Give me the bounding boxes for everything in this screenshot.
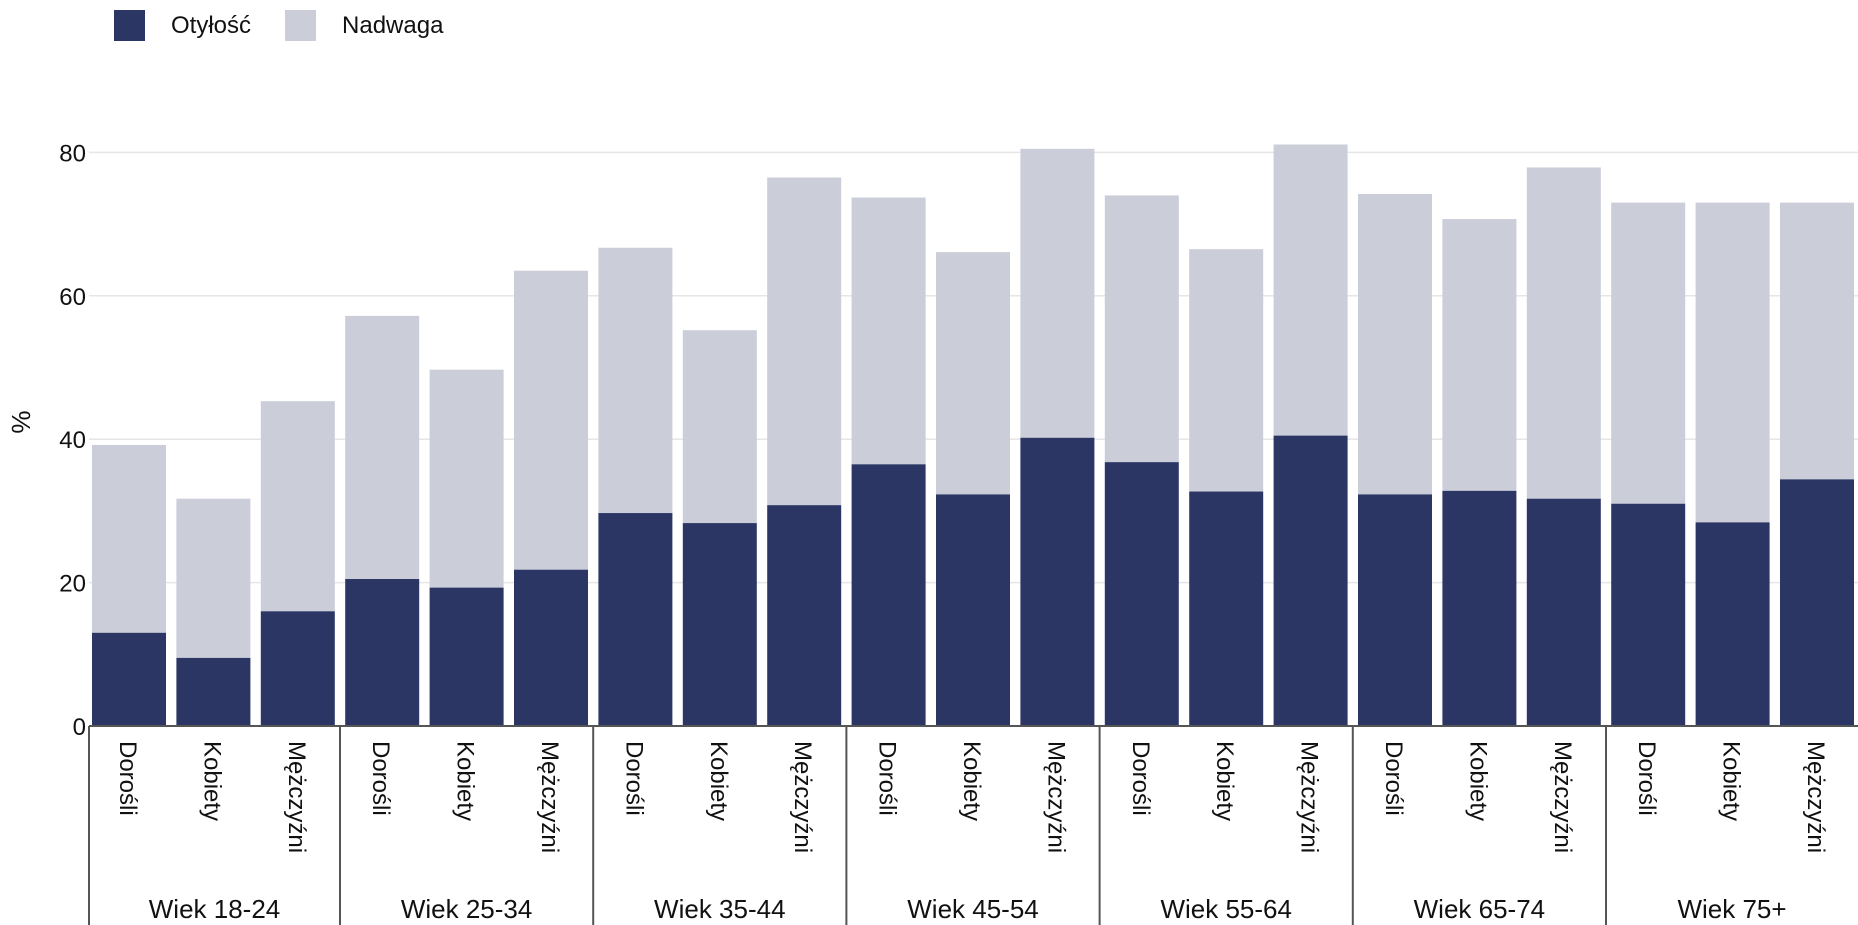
bar-overweight xyxy=(598,247,673,514)
bar-obesity xyxy=(1273,435,1348,726)
x-tick-label: Kobiety xyxy=(452,741,479,821)
bar-overweight xyxy=(1189,249,1264,492)
bar-obesity xyxy=(1780,479,1854,726)
x-tick-label: Dorośli xyxy=(114,741,141,816)
bars xyxy=(92,144,1854,726)
bar-obesity xyxy=(598,513,673,726)
x-tick-label: Kobiety xyxy=(198,741,225,821)
bar-overweight xyxy=(682,330,757,524)
x-tick-label: Kobiety xyxy=(1211,741,1238,821)
bar-overweight xyxy=(767,177,842,506)
group-label: Wiek 35-44 xyxy=(654,894,786,924)
x-tick-label: Mężczyźni xyxy=(1802,741,1829,853)
legend-swatch-overweight xyxy=(285,10,317,41)
axes: 0 20 40 60 80 Dorośli Kobiety Mężczyźni Dorośli K… xyxy=(59,140,1858,925)
x-tick-label: Mężczyźni xyxy=(283,741,310,853)
bar-overweight xyxy=(1358,193,1432,495)
bar-overweight xyxy=(1104,195,1179,463)
x-tick-label: Dorośli xyxy=(620,741,647,816)
bar-obesity xyxy=(851,464,926,726)
x-tick-label: Kobiety xyxy=(958,741,985,821)
x-tick-label: Kobiety xyxy=(705,741,732,821)
bar-obesity xyxy=(92,632,166,726)
group-label: Wiek 18-24 xyxy=(149,894,281,924)
bar-overweight xyxy=(1526,167,1601,499)
x-tick-label: Dorośli xyxy=(367,741,394,816)
x-tick-label: Dorośli xyxy=(874,741,901,816)
bar-obesity xyxy=(429,587,504,726)
bar-obesity xyxy=(1611,503,1686,726)
x-tick-label: Dorośli xyxy=(1380,741,1407,816)
bar-obesity xyxy=(1695,522,1770,726)
bar-obesity xyxy=(1104,462,1179,726)
bar-obesity xyxy=(936,494,1010,726)
y-tick-label: 60 xyxy=(59,284,86,311)
bar-overweight xyxy=(514,270,588,570)
y-tick-label: 80 xyxy=(59,140,86,167)
bar-obesity xyxy=(176,657,251,726)
bar-overweight xyxy=(1611,202,1686,504)
legend-item-overweight: Nadwaga xyxy=(285,10,443,41)
x-tick-label: Mężczyźni xyxy=(1042,741,1069,853)
x-tick-label: Kobiety xyxy=(1464,741,1491,821)
group-label: Wiek 55-64 xyxy=(1160,894,1292,924)
bar-overweight xyxy=(429,369,504,588)
legend-item-obesity: Otyłość xyxy=(114,10,251,41)
bar-overweight xyxy=(345,315,420,580)
legend-swatch-obesity xyxy=(114,10,145,41)
bar-overweight xyxy=(1442,219,1517,491)
chart-legend: Otyłość Nadwaga xyxy=(114,10,477,41)
group-label: Wiek 75+ xyxy=(1677,894,1786,924)
bar-overweight xyxy=(92,444,166,633)
bar-obesity xyxy=(1189,491,1264,726)
bar-obesity xyxy=(1442,490,1517,726)
x-tick-label: Kobiety xyxy=(1718,741,1745,821)
group-label: Wiek 45-54 xyxy=(907,894,1039,924)
bar-overweight xyxy=(1780,202,1854,480)
bar-overweight xyxy=(1020,148,1095,438)
bar-overweight xyxy=(851,197,926,465)
group-label: Wiek 25-34 xyxy=(401,894,533,924)
bar-overweight xyxy=(1273,144,1348,436)
y-axis-label: % xyxy=(6,410,36,433)
bar-obesity xyxy=(514,569,588,726)
bar-overweight xyxy=(260,401,335,612)
bar-obesity xyxy=(345,579,420,726)
bar-obesity xyxy=(1358,494,1432,726)
bar-overweight xyxy=(1695,202,1770,523)
y-tick-label: 0 xyxy=(73,714,86,741)
x-tick-label: Mężczyźni xyxy=(1549,741,1576,853)
x-tick-label: Dorośli xyxy=(1633,741,1660,816)
y-tick-label: 20 xyxy=(59,571,86,598)
bar-obesity xyxy=(260,611,335,726)
legend-label-obesity: Otyłość xyxy=(171,11,252,39)
group-label: Wiek 65-74 xyxy=(1414,894,1546,924)
bar-obesity xyxy=(1526,498,1601,726)
y-tick-label: 40 xyxy=(59,427,86,454)
bar-obesity xyxy=(682,523,757,726)
legend-label-overweight: Nadwaga xyxy=(342,11,444,39)
x-tick-label: Mężczyźni xyxy=(1296,741,1323,853)
x-tick-label: Mężczyźni xyxy=(536,741,563,853)
bar-obesity xyxy=(767,505,842,726)
bar-overweight xyxy=(936,252,1010,495)
x-tick-label: Mężczyźni xyxy=(789,741,816,853)
bar-obesity xyxy=(1020,437,1095,726)
x-tick-label: Dorośli xyxy=(1127,741,1154,816)
bar-overweight xyxy=(176,498,251,658)
